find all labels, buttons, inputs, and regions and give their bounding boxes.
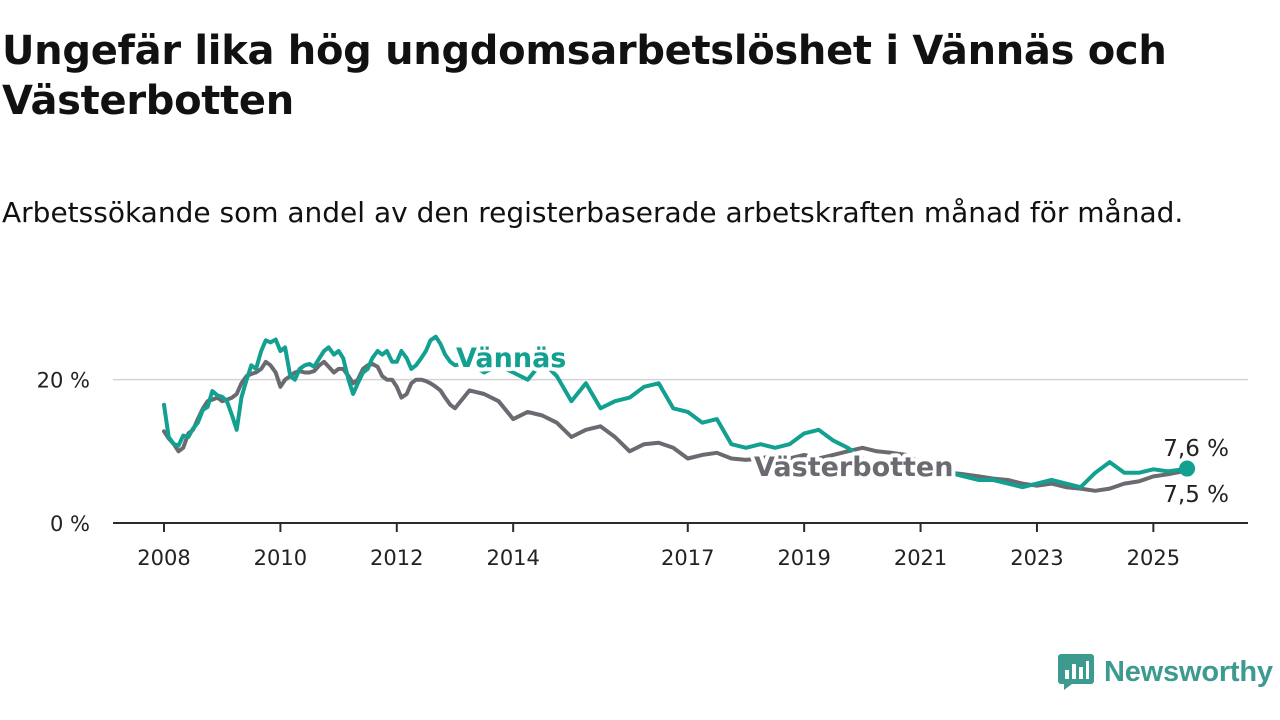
series-label-vasterbotten: Västerbotten	[754, 452, 953, 483]
series-label-vannas: Vännäs	[456, 343, 566, 374]
x-tick-label: 2021	[894, 546, 947, 570]
x-tick-label: 2017	[661, 546, 714, 570]
brand-name: Newsworthy	[1104, 655, 1273, 688]
chart-title: Ungefär lika hög ungdomsarbetslöshet i V…	[2, 28, 1167, 124]
series-lines	[162, 334, 1196, 493]
chart-subtitle: Arbetssökande som andel av den registerb…	[2, 196, 1184, 229]
x-tick-label: 2019	[777, 546, 830, 570]
x-tick-label: 2023	[1010, 546, 1063, 570]
x-axis: 2008 2010 2012 2014 2017 2019 2021 2023 2025	[113, 522, 1248, 570]
end-value-vasterbotten: 7,5 %	[1163, 482, 1229, 508]
gridlines: 0 % 20 %	[37, 369, 1248, 536]
x-tick-label: 2014	[486, 546, 539, 570]
series-line-vasterbotten	[162, 359, 1190, 493]
y-tick-label: 0 %	[50, 512, 90, 536]
series-labels: Vännäs Västerbotten 7,6 % 7,5 %	[452, 339, 1232, 511]
series-line-vannas	[162, 334, 1190, 490]
x-tick-label: 2008	[137, 546, 190, 570]
end-point-vannas	[1179, 460, 1196, 477]
x-tick-label: 2025	[1127, 546, 1180, 570]
newsworthy-logo: Newsworthy	[1058, 654, 1273, 690]
y-tick-label: 20 %	[37, 369, 90, 393]
end-value-vannas: 7,6 %	[1163, 436, 1229, 462]
x-tick-label: 2010	[254, 546, 307, 570]
x-tick-label: 2012	[370, 546, 423, 570]
newsworthy-logo-icon	[1058, 654, 1094, 690]
